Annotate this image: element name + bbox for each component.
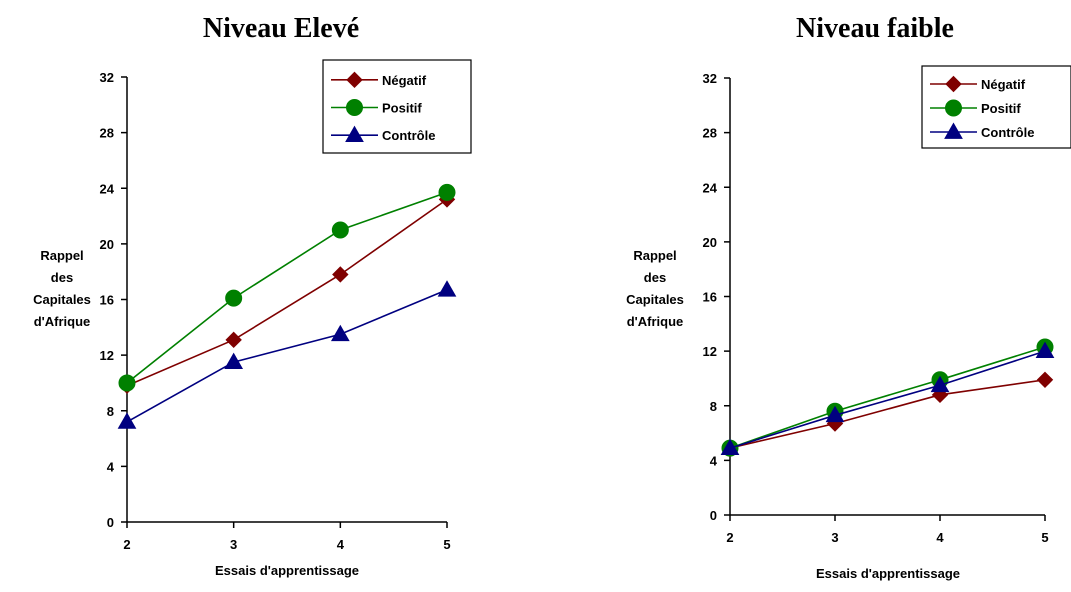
legend-marker [346,71,363,89]
y-tick-label: 28 [100,126,114,141]
chart-title: Niveau faible [796,13,954,44]
legend-label: Négatif [981,77,1026,92]
x-axis-label: Essais d'apprentissage [215,563,359,578]
series-line [729,346,1046,449]
data-point [720,438,740,455]
data-point [1035,341,1055,358]
series-Contrôle [720,341,1055,455]
data-point [331,221,349,239]
series-line [126,191,448,384]
series-line [126,289,448,423]
chart-panel-2: Niveau faible 0 4 8 12 16 20 24 28 32 2 3 4 5 Essais d… [626,13,1071,581]
data-point [224,352,244,369]
data-point [118,374,136,392]
series-line [729,350,1046,449]
legend: Négatif Positif Contrôle [921,65,1071,149]
legend-label: Positif [382,101,422,116]
data-point [1036,371,1054,389]
data-point [438,183,456,201]
y-axis-label: d'Afrique [627,314,684,329]
y-tick-label: 24 [100,181,115,196]
y-tick-label: 4 [107,459,115,474]
y-tick-label: 0 [710,508,717,523]
y-tick-label: 24 [703,180,718,195]
series-Contrôle [117,280,457,429]
data-point [225,331,242,349]
x-tick-label: 3 [230,537,237,552]
y-tick-label: 32 [100,70,114,85]
y-tick-label: 28 [703,126,717,141]
legend-marker [945,75,962,93]
y-tick-label: 16 [703,290,717,305]
y-tick-label: 20 [100,237,114,252]
data-point [330,324,350,342]
data-point [332,266,349,283]
legend-marker [945,99,962,117]
x-tick-label: 5 [1041,530,1048,545]
y-axis-label: Rappel [40,248,83,263]
y-tick-label: 12 [100,348,114,363]
x-tick-label: 3 [831,530,838,545]
data-point [117,412,137,429]
series-Négatif [118,191,456,394]
y-tick-label: 8 [107,404,114,419]
legend: Négatif Positif Contrôle [322,59,472,154]
legend-marker [345,125,364,143]
y-axis-label: Rappel [633,248,676,263]
y-axis-label: Capitales [626,292,684,307]
series-line [126,198,448,387]
y-axis-label: d'Afrique [34,314,91,329]
y-tick-label: 20 [703,235,717,250]
chart-panel-1: Niveau Elevé 0 4 8 12 16 20 24 28 32 2 3 4 5 Essais d'… [33,13,472,578]
legend-marker [346,99,363,116]
y-axis-label: des [644,270,666,285]
y-axis-label: des [51,270,73,285]
y-axis-label: Capitales [33,292,91,307]
x-axis-label: Essais d'apprentissage [816,566,960,581]
series-line [729,379,1046,449]
y-tick-label: 12 [703,344,717,359]
x-tick-label: 2 [726,530,733,545]
data-point [225,289,243,307]
series-Positif [118,183,456,392]
x-tick-label: 5 [443,537,450,552]
legend-label: Négatif [382,73,427,88]
chart-title: Niveau Elevé [203,13,359,44]
legend-label: Contrôle [981,125,1034,140]
y-tick-label: 0 [107,515,114,530]
x-tick-label: 2 [123,537,130,552]
data-point [437,280,457,297]
legend-label: Positif [981,101,1021,116]
series-Négatif [721,371,1054,457]
y-tick-label: 4 [710,453,718,468]
y-tick-label: 8 [710,399,717,414]
data-point [930,375,950,393]
x-tick-label: 4 [936,530,944,545]
y-tick-label: 32 [703,71,717,86]
x-tick-label: 4 [337,537,345,552]
legend-marker [944,122,963,139]
y-tick-label: 16 [100,293,114,308]
data-point [825,405,845,423]
legend-label: Contrôle [382,128,435,143]
